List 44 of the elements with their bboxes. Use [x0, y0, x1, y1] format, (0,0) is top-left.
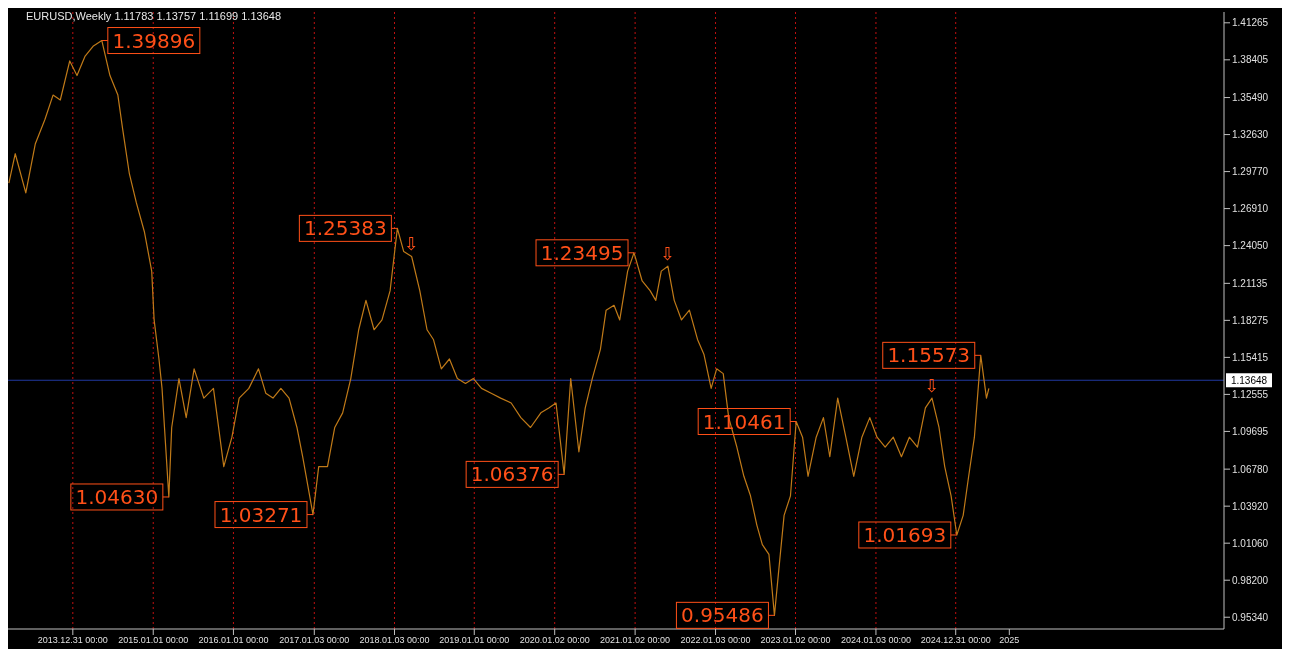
x-tick-label: 2022.01.03 00:00: [680, 635, 751, 646]
y-tick-label: 1.35490: [1232, 92, 1269, 104]
y-tick-label: 1.29770: [1232, 166, 1269, 178]
chart-title: EURUSD,Weekly 1.11783 1.13757 1.11699 1.13648: [26, 10, 282, 22]
annotation: 1.25383: [304, 216, 387, 241]
x-tick-label: 2024.12.31 00:00: [920, 635, 991, 646]
annotation: 1.06376: [470, 462, 554, 487]
x-tick-label: 2025: [999, 635, 1020, 646]
y-tick-label: 0.95340: [1232, 611, 1269, 623]
y-tick-label: 1.12555: [1232, 388, 1269, 400]
x-tick-label: 2015.01.01 00:00: [118, 635, 189, 646]
x-tick-label: 2016.01.01 00:00: [198, 635, 269, 646]
y-tick-label: 1.26910: [1232, 203, 1269, 215]
annotation: 1.39896: [112, 28, 196, 53]
y-tick-label: 1.21135: [1232, 277, 1268, 289]
annotation: 1.23495: [540, 240, 624, 265]
y-tick-label: 1.03920: [1232, 500, 1269, 512]
x-tick-label: 2024.01.03 00:00: [840, 635, 911, 646]
x-tick-label: 2019.01.01 00:00: [439, 635, 510, 646]
y-tick-label: 1.06780: [1232, 463, 1269, 475]
y-tick-label: 1.38405: [1232, 54, 1269, 66]
y-tick-label: 0.98200: [1232, 574, 1269, 586]
annotation: ⇩: [660, 243, 676, 265]
annotation: ⇩: [404, 233, 420, 255]
y-tick-label: 1.18275: [1232, 314, 1269, 326]
annotation: 1.04630: [75, 484, 159, 509]
x-tick-label: 2023.01.02 00:00: [760, 635, 831, 646]
y-tick-label: 1.32630: [1232, 129, 1269, 141]
annotation: 1.01693: [863, 522, 947, 547]
y-tick-label: 1.09695: [1232, 425, 1269, 437]
y-tick-label: 1.01060: [1232, 537, 1269, 549]
annotation: ⇩: [924, 375, 940, 397]
x-tick-label: 2013.12.31 00:00: [37, 635, 108, 646]
x-tick-label: 2017.01.03 00:00: [279, 635, 350, 646]
x-tick-label: 2018.01.03 00:00: [359, 635, 430, 646]
annotation: 1.15573: [887, 343, 971, 368]
y-tick-label: 1.41265: [1232, 17, 1269, 29]
ref-line-label: 1.13648: [1230, 375, 1268, 387]
y-tick-label: 1.15415: [1232, 351, 1269, 363]
x-tick-label: 2021.01.02 00:00: [600, 635, 671, 646]
y-tick-label: 1.24050: [1232, 240, 1269, 252]
annotation: 1.03271: [219, 502, 303, 527]
x-tick-label: 2020.01.02 00:00: [519, 635, 590, 646]
annotation: 0.95486: [681, 603, 764, 628]
